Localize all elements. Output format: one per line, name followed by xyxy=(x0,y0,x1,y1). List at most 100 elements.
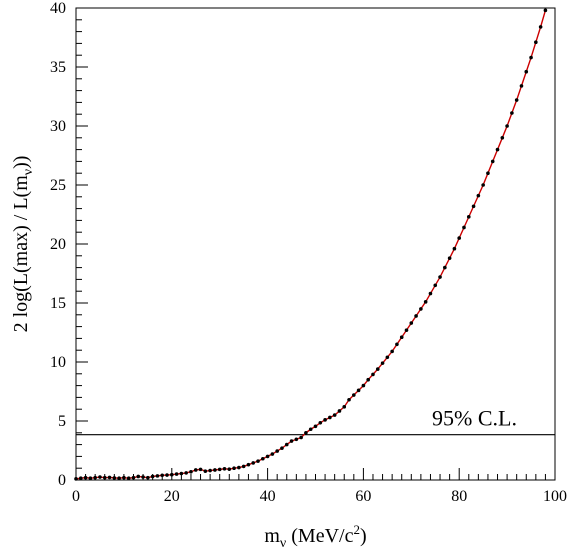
data-point xyxy=(170,472,174,477)
y-tick-label: 5 xyxy=(58,413,66,430)
data-point xyxy=(328,415,332,420)
data-point xyxy=(375,367,380,371)
data-point xyxy=(462,225,466,230)
x-axis-label-unit-close: ) xyxy=(360,525,367,547)
data-point xyxy=(246,462,251,467)
y-tick-label: 20 xyxy=(50,236,66,253)
data-point xyxy=(534,40,538,45)
data-point xyxy=(174,472,179,476)
x-tick-label: 20 xyxy=(164,488,180,505)
data-point xyxy=(189,469,193,474)
data-point xyxy=(538,25,543,29)
data-point xyxy=(179,471,184,476)
data-point xyxy=(83,475,88,480)
data-point xyxy=(126,476,131,481)
data-point xyxy=(289,439,294,443)
x-axis-label-unit-sup: 2 xyxy=(353,522,360,537)
y-tick-label: 30 xyxy=(50,118,66,135)
data-point xyxy=(280,446,284,450)
data-point xyxy=(466,215,471,219)
y-axis-label-post: )) xyxy=(10,156,32,169)
data-point xyxy=(112,476,117,480)
plot-area xyxy=(74,8,555,481)
x-tick-label: 80 xyxy=(451,488,467,505)
data-point xyxy=(500,136,505,140)
data-point xyxy=(452,246,457,251)
data-point xyxy=(428,291,433,296)
x-axis-label-unit: (MeV/c xyxy=(286,525,353,547)
data-point xyxy=(265,454,270,459)
data-point xyxy=(122,475,126,480)
data-point xyxy=(419,307,423,311)
data-point xyxy=(399,335,404,340)
data-point xyxy=(337,409,342,413)
x-tick-label: 60 xyxy=(355,488,371,505)
data-point xyxy=(251,461,256,465)
data-point xyxy=(261,456,265,461)
data-point xyxy=(232,466,236,471)
data-point xyxy=(237,465,241,470)
data-point xyxy=(213,468,217,472)
data-point xyxy=(102,475,107,480)
data-point xyxy=(514,98,519,102)
data-point xyxy=(136,474,141,479)
data-point xyxy=(308,427,313,432)
data-point xyxy=(88,476,93,481)
data-point xyxy=(490,159,495,164)
data-point xyxy=(423,300,428,304)
data-point xyxy=(256,459,260,463)
data-point xyxy=(519,84,524,88)
data-point xyxy=(543,8,548,13)
data-point xyxy=(160,473,165,478)
data-point xyxy=(347,397,351,402)
y-tick-label: 0 xyxy=(58,472,66,489)
confidence-level-label: 95% C.L. xyxy=(432,406,517,431)
data-point xyxy=(284,442,289,447)
data-point xyxy=(505,124,509,128)
y-tick-label: 25 xyxy=(50,177,66,194)
data-point xyxy=(352,393,356,397)
plot-frame xyxy=(75,7,556,481)
data-point xyxy=(155,474,160,478)
x-tick-label: 100 xyxy=(543,488,567,505)
data-point xyxy=(529,55,533,60)
data-point xyxy=(342,405,347,409)
data-point xyxy=(222,466,227,471)
data-point xyxy=(227,467,232,471)
data-point xyxy=(380,361,385,365)
data-point xyxy=(150,474,155,479)
y-axis-label-sub: ν xyxy=(21,169,36,175)
data-point xyxy=(409,321,414,325)
y-tick-label: 35 xyxy=(50,59,66,76)
y-axis-label-pre: 2 log(L(max) / L(m xyxy=(10,175,32,333)
data-point xyxy=(270,452,275,456)
data-point xyxy=(447,256,452,260)
data-point xyxy=(241,464,246,469)
data-point xyxy=(524,69,529,74)
data-point xyxy=(385,355,390,360)
data-point xyxy=(208,468,212,473)
y-tick-label: 40 xyxy=(50,0,66,17)
data-point xyxy=(98,475,102,479)
data-point xyxy=(78,476,83,481)
data-point xyxy=(356,388,361,393)
data-point xyxy=(332,413,337,417)
data-point xyxy=(323,418,327,422)
data-point xyxy=(313,424,318,429)
data-point xyxy=(395,342,399,347)
x-axis-label-main: m xyxy=(264,525,280,547)
data-point xyxy=(275,449,279,453)
data-point xyxy=(299,435,303,440)
data-point xyxy=(404,328,409,332)
data-point xyxy=(366,377,370,382)
data-point xyxy=(146,475,150,480)
data-point xyxy=(131,475,136,480)
data-point xyxy=(107,475,112,480)
x-tick-label: 40 xyxy=(260,488,276,505)
data-point xyxy=(184,471,188,475)
tick-labels: 0 20 40 60 80 100 0 5 10 15 20 25 30 35 40 xyxy=(50,0,567,505)
data-point xyxy=(457,236,462,240)
data-point xyxy=(443,265,447,270)
x-tick-label: 0 xyxy=(72,488,80,505)
